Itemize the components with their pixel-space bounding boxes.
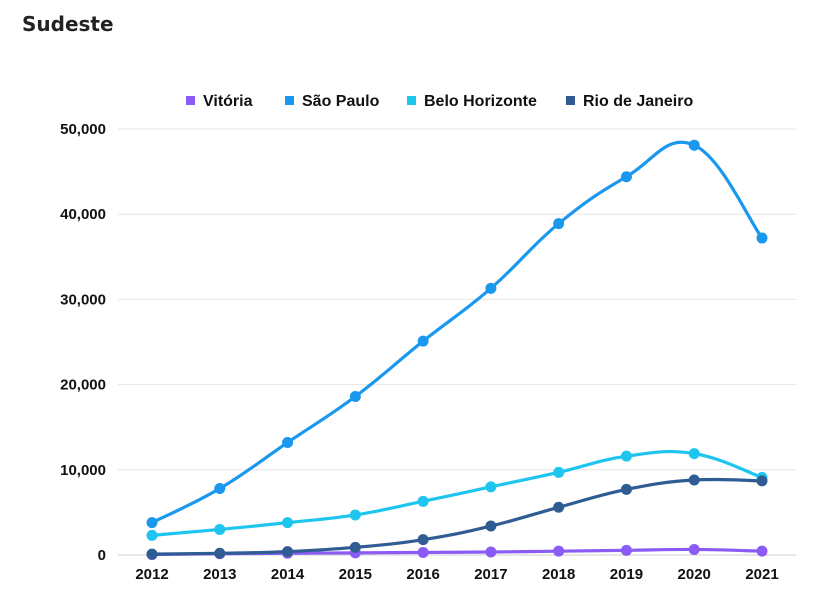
x-tick-label: 2020 xyxy=(678,566,711,583)
x-tick-label: 2021 xyxy=(745,566,778,583)
data-point xyxy=(688,139,700,151)
data-point xyxy=(620,450,632,462)
data-point xyxy=(282,517,294,529)
series-line-3 xyxy=(150,477,764,556)
legend-swatch xyxy=(407,96,416,105)
legend-swatch xyxy=(285,96,294,105)
x-axis-ticks: 2012 2013 2014 2015 2016 2017 2018 2019 2020 2021 xyxy=(135,566,778,583)
y-tick-label: 10,000 xyxy=(60,462,106,479)
data-point xyxy=(688,543,700,555)
data-point xyxy=(214,483,226,495)
data-point xyxy=(146,517,158,529)
data-point xyxy=(620,544,632,556)
data-point xyxy=(282,546,294,558)
x-tick-label: 2018 xyxy=(542,566,575,583)
x-tick-label: 2017 xyxy=(474,566,507,583)
data-point xyxy=(349,509,361,521)
series-lines xyxy=(150,140,764,557)
x-tick-label: 2016 xyxy=(406,566,439,583)
data-point xyxy=(417,495,429,507)
data-point xyxy=(349,391,361,403)
legend-label: Belo Horizonte xyxy=(424,93,537,110)
page-title: Sudeste xyxy=(22,12,114,36)
data-point xyxy=(214,523,226,535)
y-tick-label: 30,000 xyxy=(60,291,106,308)
data-point xyxy=(688,474,700,486)
x-tick-label: 2015 xyxy=(339,566,372,583)
data-point xyxy=(553,218,565,230)
data-point xyxy=(485,481,497,493)
data-point xyxy=(553,501,565,513)
data-point xyxy=(146,529,158,541)
data-point xyxy=(485,282,497,294)
legend-swatch xyxy=(186,96,195,105)
y-tick-label: 40,000 xyxy=(60,206,106,223)
series-line-1 xyxy=(150,140,764,525)
data-point xyxy=(485,520,497,532)
data-point xyxy=(282,437,294,449)
x-tick-label: 2014 xyxy=(271,566,305,583)
data-point xyxy=(417,534,429,546)
data-point xyxy=(620,483,632,495)
data-point xyxy=(146,548,158,560)
data-point xyxy=(553,545,565,557)
data-point xyxy=(688,448,700,460)
legend-label: Rio de Janeiro xyxy=(583,93,693,110)
y-tick-label: 50,000 xyxy=(60,121,106,138)
data-point xyxy=(620,171,632,183)
data-point xyxy=(417,546,429,558)
x-tick-label: 2019 xyxy=(610,566,643,583)
legend-label: São Paulo xyxy=(302,93,380,110)
y-tick-label: 0 xyxy=(98,547,106,564)
data-point xyxy=(417,335,429,347)
data-point xyxy=(214,547,226,559)
data-point xyxy=(553,466,565,478)
legend-swatch xyxy=(566,96,575,105)
y-axis-ticks: 0 10,000 20,000 30,000 40,000 50,000 xyxy=(60,121,106,564)
data-point xyxy=(756,475,768,487)
data-point xyxy=(485,546,497,558)
y-tick-label: 20,000 xyxy=(60,377,106,394)
x-tick-label: 2012 xyxy=(135,566,168,583)
series-line-2 xyxy=(150,449,764,538)
legend-label: Vitória xyxy=(203,93,253,110)
data-point xyxy=(756,545,768,557)
data-point xyxy=(756,232,768,244)
legend: Vitória São Paulo Belo Horizonte Rio de Jan… xyxy=(186,93,693,110)
x-tick-label: 2013 xyxy=(203,566,236,583)
data-point xyxy=(349,541,361,553)
series-points xyxy=(146,139,768,561)
